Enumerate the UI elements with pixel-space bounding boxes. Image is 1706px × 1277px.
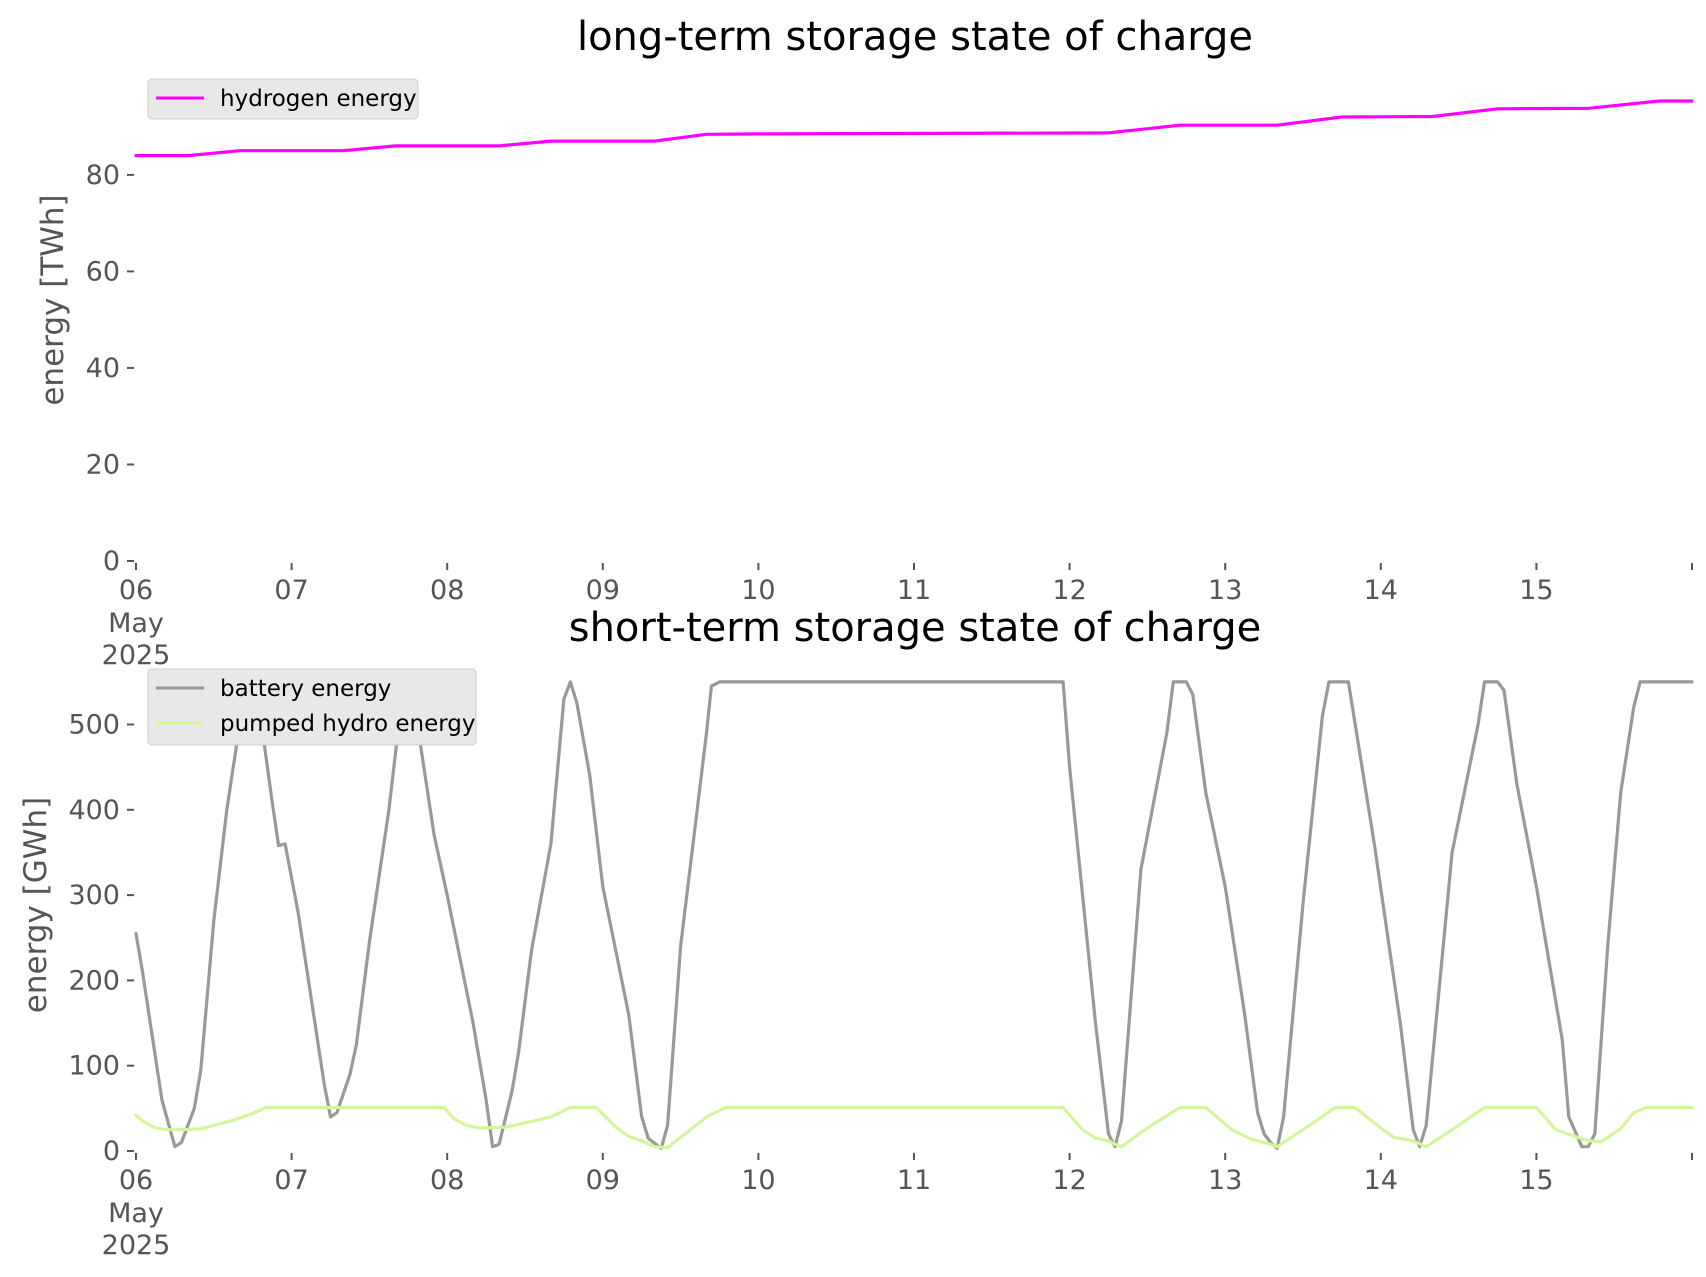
- x-tick-sublabel: 2025: [102, 1230, 171, 1261]
- legend-label-hydrogen: hydrogen energy: [220, 86, 417, 112]
- x-tick-sublabel: May: [108, 608, 164, 639]
- x-tick-label: 07: [274, 1165, 308, 1196]
- x-tick-label: 11: [897, 575, 931, 606]
- y-tick-label: 80: [86, 160, 120, 191]
- x-tick-label: 06: [119, 1165, 153, 1196]
- chart-title: short-term storage state of charge: [569, 605, 1262, 651]
- x-tick-label: 15: [1519, 575, 1553, 606]
- series-line-hydrogen-energy: [134, 99, 1694, 158]
- legend: hydrogen energy: [147, 78, 419, 120]
- y-tick-label: 500: [68, 710, 120, 741]
- y-tick-label: 400: [68, 795, 120, 826]
- y-tick-label: 200: [68, 965, 120, 996]
- x-tick-label: 12: [1052, 1165, 1086, 1196]
- x-tick-label: 15: [1519, 1165, 1553, 1196]
- y-tick-label: 60: [86, 256, 120, 287]
- y-axis-label: energy [GWh]: [18, 797, 54, 1013]
- x-tick-label: 08: [430, 1165, 464, 1196]
- long-term-panel: long-term storage state of charge energy…: [35, 14, 1694, 671]
- x-tick-sublabel: 2025: [102, 640, 171, 671]
- x-tick-label: 14: [1364, 1165, 1398, 1196]
- x-tick-label: 10: [741, 575, 775, 606]
- legend-label-battery: battery energy: [220, 676, 391, 702]
- y-tick-label: 0: [103, 1136, 120, 1167]
- short-term-panel: short-term storage state of charge energ…: [18, 605, 1694, 1261]
- series-lines: [134, 680, 1694, 1150]
- chart-title: long-term storage state of charge: [577, 14, 1253, 60]
- y-tick-label: 40: [86, 353, 120, 384]
- legend-label-pumped-hydro: pumped hydro energy: [220, 711, 476, 737]
- x-tick-sublabel: May: [108, 1198, 164, 1229]
- x-tick-label: 12: [1052, 575, 1086, 606]
- x-tick-label: 11: [897, 1165, 931, 1196]
- x-tick-label: 07: [274, 575, 308, 606]
- x-tick-label: 09: [586, 1165, 620, 1196]
- series-lines: [134, 99, 1694, 158]
- legend-box: [147, 668, 477, 746]
- x-tick-label: 10: [741, 1165, 775, 1196]
- y-axis-label: energy [TWh]: [35, 194, 71, 405]
- y-tick-label: 300: [68, 880, 120, 911]
- series-line-battery-energy: [134, 680, 1694, 1150]
- x-tick-label: 09: [586, 575, 620, 606]
- x-tick-label: 13: [1208, 575, 1242, 606]
- y-tick-label: 20: [86, 449, 120, 480]
- x-tick-label: 13: [1208, 1165, 1242, 1196]
- series-line-pumped-hydro-energy: [134, 1105, 1694, 1150]
- x-tick-label: 06: [119, 575, 153, 606]
- y-tick-label: 0: [103, 546, 120, 577]
- legend-box: [147, 78, 419, 120]
- x-tick-label: 14: [1364, 575, 1398, 606]
- y-tick-label: 100: [68, 1051, 120, 1082]
- x-tick-label: 08: [430, 575, 464, 606]
- legend: battery energy pumped hydro energy: [147, 668, 477, 746]
